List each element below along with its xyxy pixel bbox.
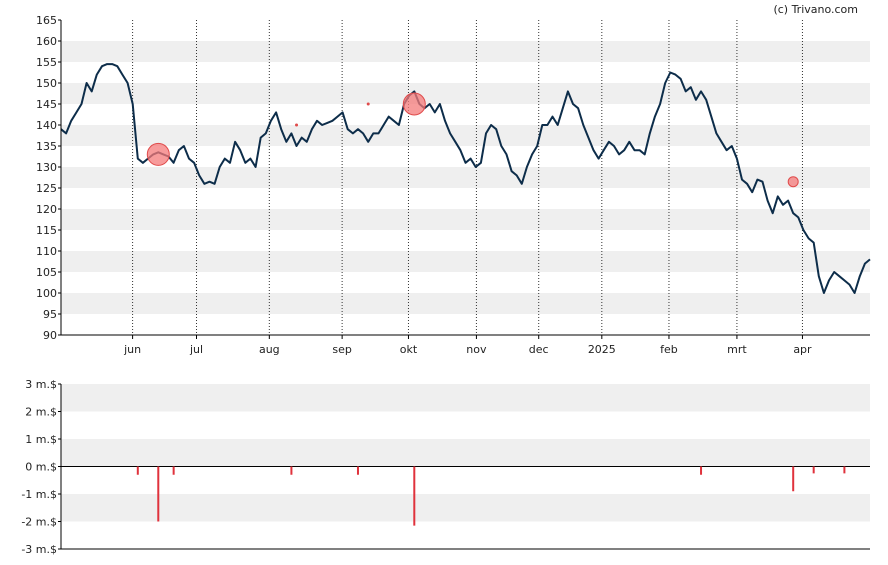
- volume-y-tick-label: -3 m.$: [21, 543, 57, 556]
- month-tick-label: okt: [400, 343, 418, 356]
- volume-y-tick-label: -1 m.$: [21, 488, 57, 501]
- price-y-tick-label: 130: [36, 161, 57, 174]
- month-tick-label: feb: [660, 343, 678, 356]
- volume-band: [61, 439, 870, 467]
- month-tick-label: sep: [332, 343, 351, 356]
- trade-marker-large: [402, 92, 426, 116]
- month-tick-labels: jun jul aug sep okt nov dec 2025 feb mrt apr: [123, 343, 812, 356]
- price-band: [61, 167, 870, 188]
- volume-y-tick-label: 3 m.$: [25, 378, 57, 391]
- price-band: [61, 251, 870, 272]
- price-y-tick-label: 165: [36, 14, 57, 27]
- trade-markers: [146, 92, 799, 188]
- volume-bar: [843, 466, 846, 474]
- price-band: [61, 83, 870, 104]
- month-tick-label: dec: [529, 343, 549, 356]
- price-y-tick-label: 135: [36, 140, 57, 153]
- volume-y-tick-label: 1 m.$: [25, 433, 57, 446]
- volume-panel: [61, 466, 870, 526]
- price-panel-bands: [61, 41, 870, 314]
- month-tick-label: jul: [189, 343, 203, 356]
- price-y-tick-label: 140: [36, 119, 57, 132]
- price-y-tick-label: 110: [36, 245, 57, 258]
- price-y-tick-label: 125: [36, 182, 57, 195]
- price-y-tick-label: 105: [36, 266, 57, 279]
- month-tick-label: aug: [259, 343, 280, 356]
- volume-bar: [290, 466, 293, 475]
- volume-bar: [172, 466, 175, 475]
- volume-y-tick-labels: 3 m.$ 2 m.$ 1 m.$ 0 m.$ -1 m.$ -2 m.$ -3 m.$: [21, 378, 61, 556]
- month-tick-label: 2025: [588, 343, 616, 356]
- volume-bar: [812, 466, 815, 474]
- price-y-tick-label: 90: [43, 329, 57, 342]
- price-y-tick-label: 155: [36, 56, 57, 69]
- volume-bar: [700, 466, 703, 475]
- credit-label: (c) Trivano.com: [773, 3, 858, 16]
- month-gridlines: [132, 20, 803, 339]
- volume-y-tick-label: 2 m.$: [25, 406, 57, 419]
- volume-bar: [792, 466, 795, 492]
- month-tick-label: jun: [123, 343, 141, 356]
- volume-y-tick-label: 0 m.$: [25, 461, 57, 474]
- price-y-tick-label: 145: [36, 98, 57, 111]
- volume-panel-bands: [61, 384, 870, 522]
- trade-marker-large: [146, 142, 170, 166]
- volume-bar: [136, 466, 139, 475]
- volume-bar: [413, 466, 416, 526]
- price-band: [61, 41, 870, 62]
- month-tick-label: nov: [466, 343, 487, 356]
- volume-band: [61, 494, 870, 522]
- price-band: [61, 125, 870, 146]
- price-band: [61, 209, 870, 230]
- volume-bar: [157, 466, 160, 522]
- price-y-tick-label: 115: [36, 224, 57, 237]
- trade-marker-small: [787, 176, 799, 188]
- price-y-tick-label: 120: [36, 203, 57, 216]
- volume-bar: [356, 466, 359, 475]
- month-tick-label: apr: [793, 343, 812, 356]
- price-line: [60, 63, 871, 294]
- price-y-tick-label: 160: [36, 35, 57, 48]
- volume-band: [61, 384, 870, 412]
- price-band: [61, 293, 870, 314]
- volume-y-tick-label: -2 m.$: [21, 516, 57, 529]
- price-y-tick-label: 95: [43, 308, 57, 321]
- price-panel: [60, 63, 871, 294]
- price-y-tick-label: 100: [36, 287, 57, 300]
- price-y-tick-label: 150: [36, 77, 57, 90]
- trade-marker-dot: [295, 123, 299, 127]
- price-y-tick-labels: 90 95 100 105 110 115 120 125 130 135 140 145 150 155…: [36, 14, 61, 342]
- month-tick-label: mrt: [727, 343, 747, 356]
- trade-marker-dot: [366, 102, 370, 106]
